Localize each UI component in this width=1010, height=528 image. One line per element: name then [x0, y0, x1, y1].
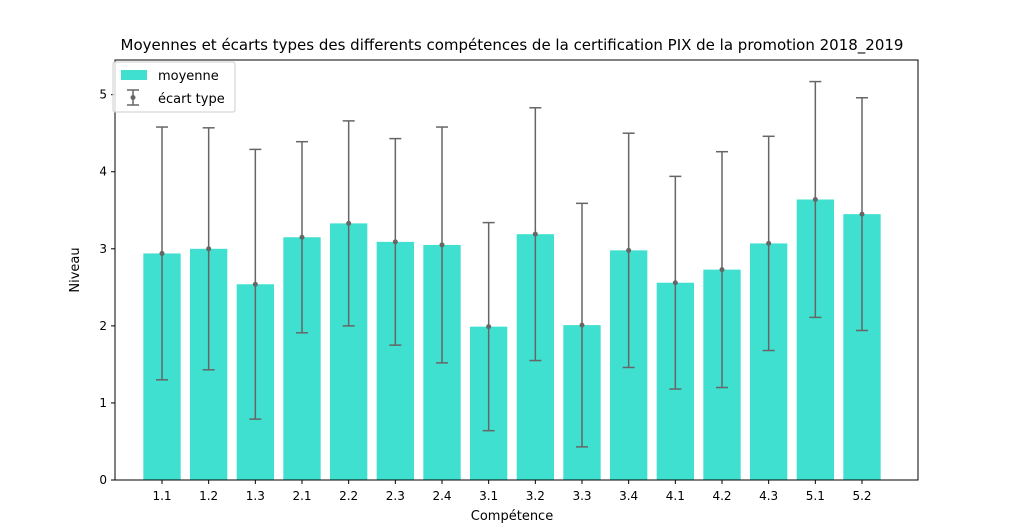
legend: moyenne écart type — [112, 61, 236, 113]
y-tick-label-1: 1 — [99, 396, 107, 410]
mean-marker-2.3 — [392, 239, 398, 245]
x-tick-label-3.3: 3.3 — [572, 489, 591, 503]
x-tick-label-5.2: 5.2 — [852, 489, 871, 503]
mean-marker-1.2 — [206, 246, 212, 252]
chart-title: Moyennes et écarts types des differents … — [121, 36, 904, 55]
y-axis: 0 1 2 3 4 5 — [99, 88, 115, 487]
y-tick-label-0: 0 — [99, 473, 107, 487]
x-axis-label: Compétence — [471, 509, 553, 524]
y-tick-label-5: 5 — [99, 88, 107, 102]
x-tick-label-5.1: 5.1 — [806, 489, 825, 503]
x-tick-label-4.2: 4.2 — [712, 489, 731, 503]
mean-marker-2.1 — [299, 234, 305, 240]
mean-marker-4.3 — [766, 240, 772, 246]
mean-marker-4.1 — [672, 280, 678, 286]
x-tick-label-1.3: 1.3 — [246, 489, 265, 503]
x-tick-label-3.1: 3.1 — [479, 489, 498, 503]
x-tick-label-2.1: 2.1 — [292, 489, 311, 503]
x-axis: 1.1 1.2 1.3 2.1 2.2 2.3 2.4 3.1 3.2 3.3 3.4 4.1 4.2 4… — [152, 480, 872, 503]
error-bars-group — [156, 80, 868, 448]
x-tick-label-1.1: 1.1 — [152, 489, 171, 503]
x-tick-label-3.2: 3.2 — [526, 489, 545, 503]
x-tick-label-2.2: 2.2 — [339, 489, 358, 503]
mean-marker-2.4 — [439, 242, 445, 248]
x-tick-label-3.4: 3.4 — [619, 489, 638, 503]
mean-marker-5.2 — [859, 211, 865, 217]
legend-label-ecart-type: écart type — [158, 92, 225, 107]
mean-marker-1.3 — [252, 281, 258, 287]
x-tick-label-1.2: 1.2 — [199, 489, 218, 503]
x-tick-label-2.3: 2.3 — [386, 489, 405, 503]
mean-marker-2.2 — [346, 220, 352, 226]
y-axis-label: Niveau — [68, 247, 83, 292]
mean-marker-3.3 — [579, 322, 585, 328]
x-tick-label-4.3: 4.3 — [759, 489, 778, 503]
x-tick-label-2.4: 2.4 — [432, 489, 451, 503]
legend-error-marker — [130, 95, 136, 100]
mean-marker-3.4 — [626, 247, 632, 253]
mean-marker-3.1 — [486, 324, 492, 330]
mean-marker-3.2 — [532, 231, 538, 237]
mean-marker-4.2 — [719, 267, 725, 273]
x-tick-label-4.1: 4.1 — [666, 489, 685, 503]
y-tick-label-3: 3 — [99, 242, 107, 256]
mean-marker-1.1 — [159, 250, 165, 256]
legend-label-moyenne: moyenne — [158, 69, 219, 84]
y-tick-label-4: 4 — [99, 165, 107, 179]
legend-swatch-moyenne — [121, 70, 147, 80]
y-tick-label-2: 2 — [99, 319, 107, 333]
mean-marker-5.1 — [812, 196, 818, 202]
plot-frame — [114, 59, 919, 481]
bars-group — [143, 199, 881, 481]
